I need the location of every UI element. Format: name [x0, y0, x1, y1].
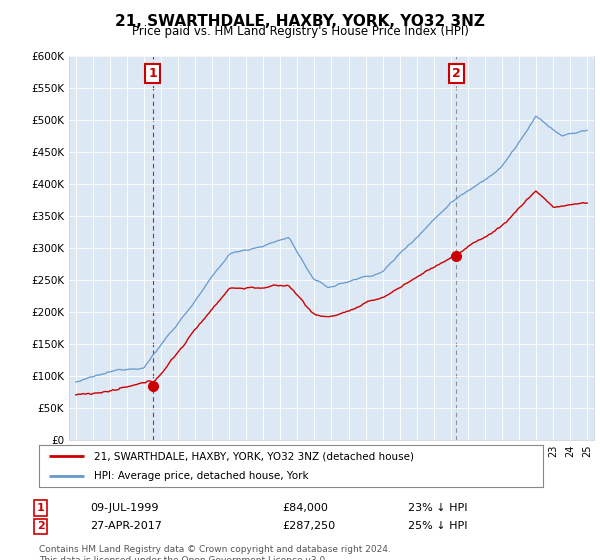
Text: Contains HM Land Registry data © Crown copyright and database right 2024.
This d: Contains HM Land Registry data © Crown c… — [39, 545, 391, 560]
Text: 23% ↓ HPI: 23% ↓ HPI — [408, 503, 467, 513]
Text: 1: 1 — [148, 67, 157, 80]
Text: 1: 1 — [37, 503, 44, 513]
Text: 25% ↓ HPI: 25% ↓ HPI — [408, 521, 467, 531]
Text: 2: 2 — [37, 521, 44, 531]
Text: 21, SWARTHDALE, HAXBY, YORK, YO32 3NZ (detached house): 21, SWARTHDALE, HAXBY, YORK, YO32 3NZ (d… — [94, 451, 415, 461]
Text: HPI: Average price, detached house, York: HPI: Average price, detached house, York — [94, 472, 309, 481]
Text: Price paid vs. HM Land Registry's House Price Index (HPI): Price paid vs. HM Land Registry's House … — [131, 25, 469, 38]
Text: £84,000: £84,000 — [282, 503, 328, 513]
Text: 2: 2 — [452, 67, 461, 80]
Text: £287,250: £287,250 — [282, 521, 335, 531]
Text: 27-APR-2017: 27-APR-2017 — [90, 521, 162, 531]
Text: 09-JUL-1999: 09-JUL-1999 — [90, 503, 158, 513]
Text: 21, SWARTHDALE, HAXBY, YORK, YO32 3NZ: 21, SWARTHDALE, HAXBY, YORK, YO32 3NZ — [115, 14, 485, 29]
